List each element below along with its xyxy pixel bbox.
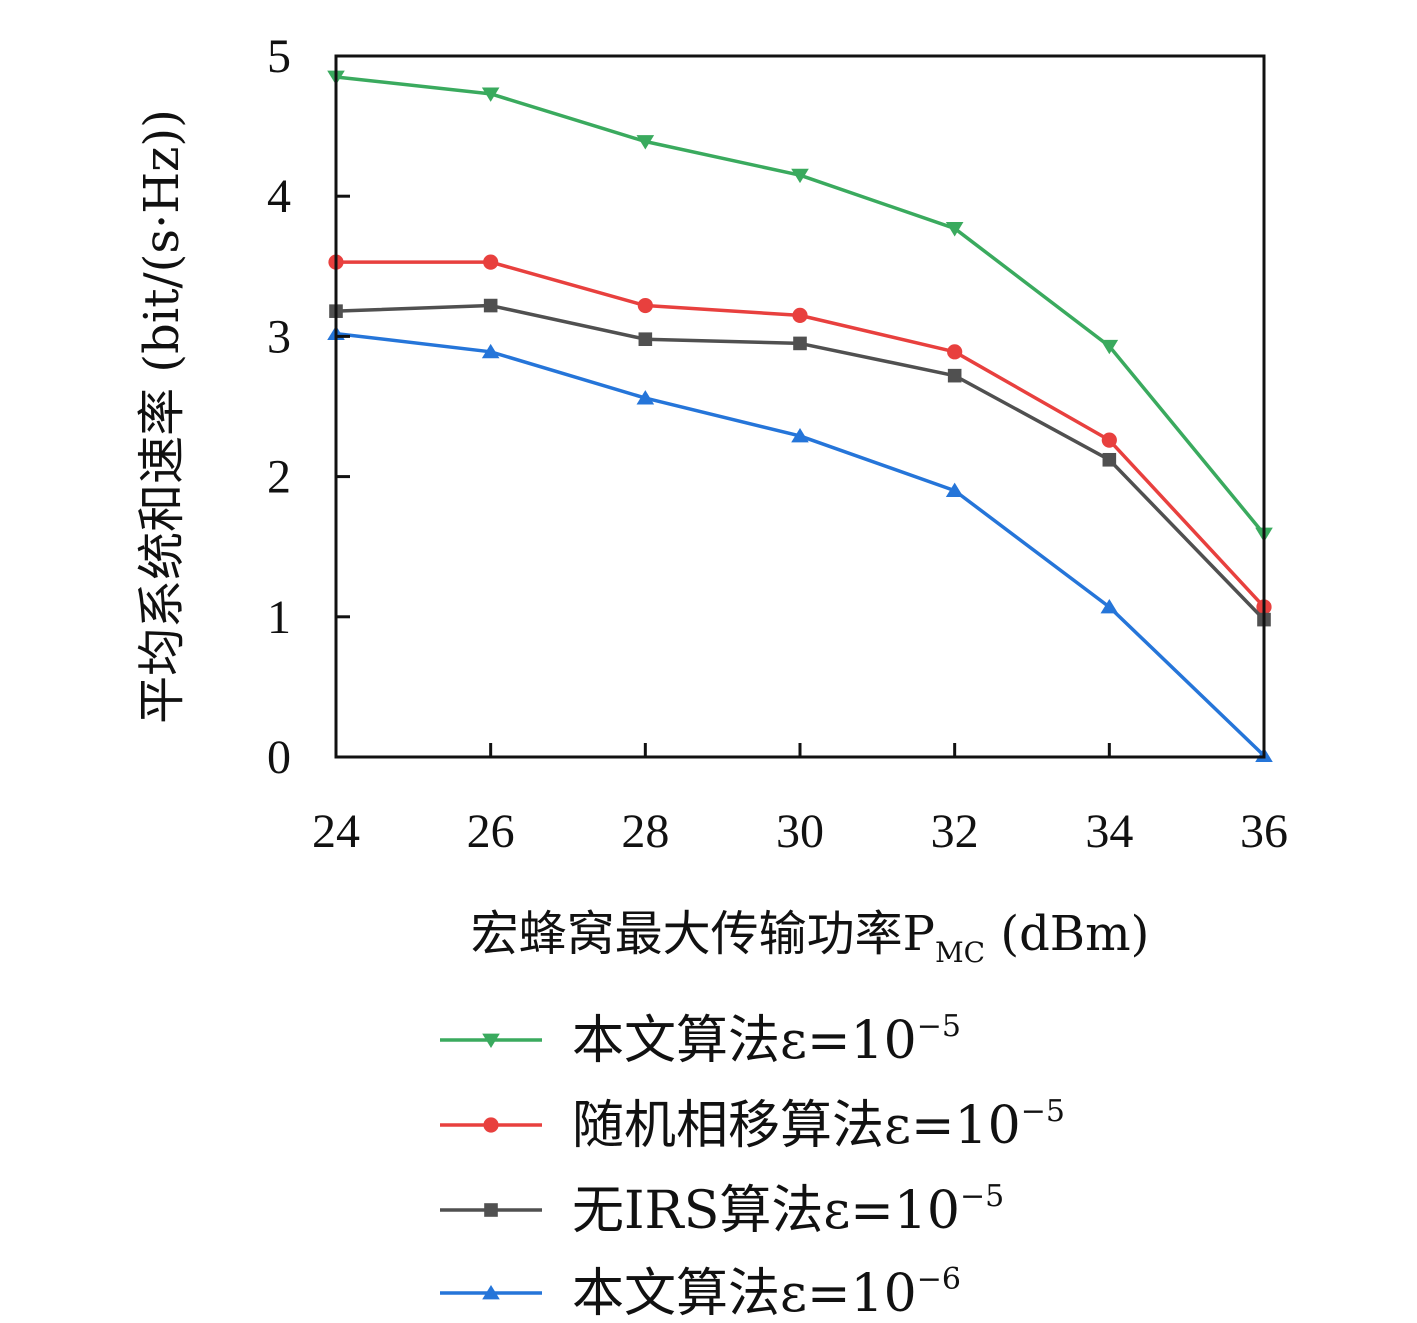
data-point — [1102, 452, 1117, 467]
data-point — [792, 307, 808, 323]
data-point — [791, 427, 809, 443]
data-point — [636, 135, 655, 150]
data-point — [481, 87, 500, 102]
data-point — [636, 390, 655, 405]
data-point — [483, 298, 498, 313]
x-tick-label: 34 — [1085, 805, 1133, 858]
data-point — [1100, 598, 1119, 614]
data-point — [947, 368, 962, 383]
y-tick-label: 5 — [267, 30, 291, 83]
legend-item: 随机相移算法ε=10−5 — [440, 1094, 1065, 1156]
y-axis-title: 平均系统和速率 (bit/(s·Hz)) — [134, 109, 190, 724]
x-axis-title-main: 宏蜂窝最大传输功率P — [471, 906, 935, 962]
x-tick-label: 32 — [931, 805, 979, 858]
x-axis-title: 宏蜂窝最大传输功率PMC (dBm) — [471, 906, 1150, 969]
legend-marker — [483, 1117, 499, 1133]
x-tick-label: 26 — [467, 805, 515, 858]
y-tick-label: 0 — [267, 731, 291, 784]
legend-marker — [484, 1203, 498, 1217]
legend-marker — [482, 1033, 500, 1048]
plot-frame — [334, 54, 1266, 759]
x-axis-title-unit: (dBm) — [985, 906, 1149, 962]
data-point — [638, 332, 653, 347]
data-point — [945, 482, 964, 498]
x-tick-label: 24 — [312, 805, 360, 858]
data-point — [637, 297, 653, 314]
series-2 — [328, 254, 1272, 615]
legend-label: 无IRS算法ε=10−5 — [572, 1179, 1004, 1241]
series-layer — [327, 70, 1273, 762]
legend: 本文算法ε=10−5 随机相移算法ε=10−5 无IRS算法ε=10−5 本文算法ε=… — [440, 1009, 1065, 1323]
x-axis-title-subscript: MC — [935, 936, 985, 969]
legend-marker — [482, 1285, 500, 1300]
series-4 — [327, 325, 1273, 762]
data-point — [793, 336, 807, 351]
series-line — [335, 331, 1266, 757]
series-line — [335, 303, 1266, 621]
x-tick-label: 36 — [1240, 805, 1288, 858]
legend-label: 本文算法ε=10−6 — [572, 1262, 961, 1323]
legend-item: 本文算法ε=10−5 — [440, 1009, 961, 1071]
legend-label: 本文算法ε=10−5 — [572, 1009, 961, 1071]
y-tick-label: 4 — [267, 170, 291, 223]
data-point — [945, 222, 964, 237]
x-tick-label: 28 — [621, 805, 669, 858]
data-point — [947, 344, 963, 360]
y-tick-label: 3 — [267, 310, 291, 363]
data-point — [483, 254, 499, 270]
legend-item: 本文算法ε=10−6 — [440, 1262, 961, 1323]
data-point — [791, 168, 809, 184]
data-point — [481, 343, 500, 359]
data-point — [1101, 432, 1117, 448]
y-tick-label: 2 — [267, 451, 291, 504]
y-tick-label: 1 — [267, 591, 291, 644]
data-point — [1100, 339, 1119, 355]
x-tick-label: 30 — [776, 805, 824, 858]
legend-item: 无IRS算法ε=10−5 — [440, 1179, 1004, 1241]
legend-label: 随机相移算法ε=10−5 — [572, 1094, 1065, 1156]
